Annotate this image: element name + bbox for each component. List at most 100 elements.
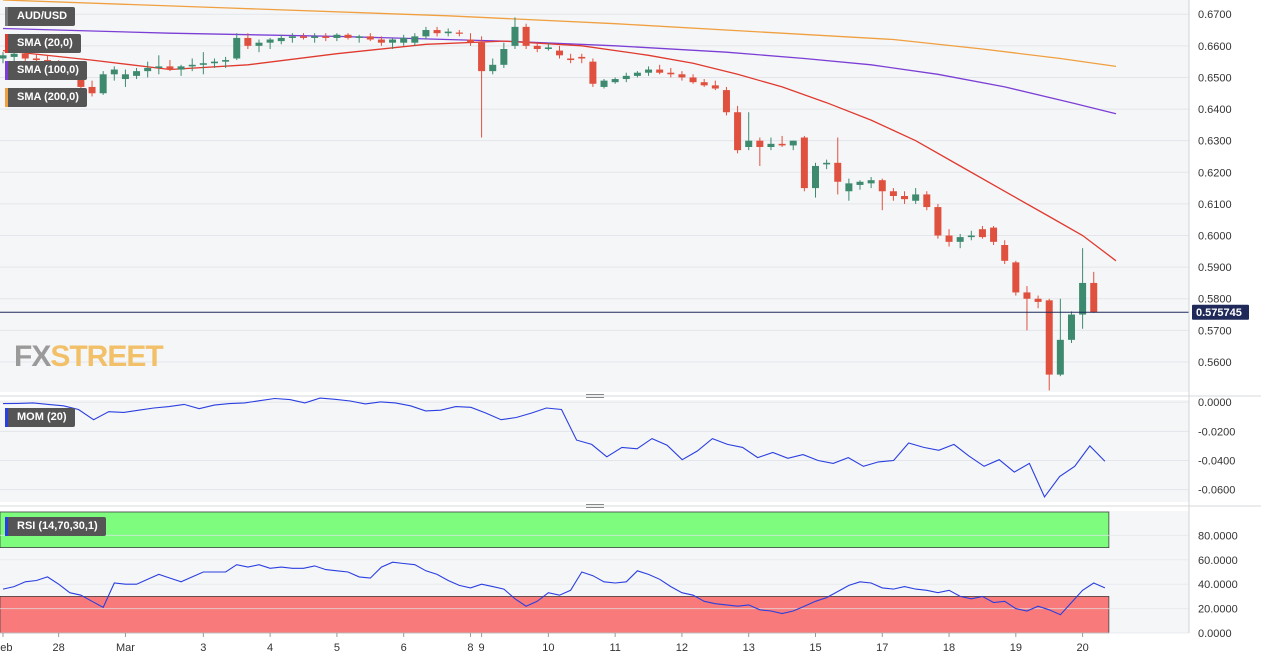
candle-body	[222, 60, 230, 62]
sma100-tag[interactable]: SMA (100,0)	[5, 61, 87, 80]
candle-body	[489, 64, 497, 72]
rsi-tick-label: 40.0000	[1198, 579, 1238, 591]
candle-body	[1023, 292, 1031, 299]
panel-dividers[interactable]	[0, 0, 1261, 633]
sma20-tag[interactable]: SMA (20,0)	[5, 34, 81, 53]
rsi-line	[2, 561, 1106, 616]
date-tick-label: 8	[467, 642, 473, 654]
candle	[266, 37, 274, 49]
logo-street: STREET	[50, 340, 163, 373]
candle-body	[500, 49, 508, 65]
candle	[622, 72, 630, 83]
rsi-tick-label: 80.0000	[1198, 530, 1238, 542]
candle	[845, 178, 853, 201]
candle-body	[366, 36, 374, 40]
candle	[0, 52, 7, 64]
last-price-label: 0.575745	[1196, 307, 1242, 319]
candle	[889, 188, 897, 201]
candle	[322, 33, 330, 42]
candle	[244, 33, 252, 49]
candle-body	[389, 39, 397, 43]
candle-body	[444, 31, 452, 34]
candle-body	[88, 86, 96, 94]
candle	[945, 229, 953, 247]
candle-body	[0, 55, 7, 59]
price-grid	[0, 13, 1189, 363]
candle-body	[956, 237, 964, 242]
candle-body	[333, 34, 341, 38]
candle	[311, 33, 319, 43]
rsi-oversold-zone	[0, 596, 1110, 634]
date-tick-label: 11	[609, 642, 620, 654]
sma20-color-bar	[5, 34, 8, 53]
candle	[99, 71, 107, 95]
sma-20-line	[2, 40, 1117, 262]
rsi-tick-label: 0.0000	[1198, 628, 1232, 640]
price-tick-label: 0.6200	[1198, 167, 1232, 179]
candle-body	[300, 36, 308, 38]
last-price-badge	[1192, 304, 1249, 320]
fxstreet-logo: FXSTREET	[14, 340, 164, 374]
candle-body	[967, 235, 975, 238]
rsi-tag[interactable]: RSI (14,70,30,1)	[5, 517, 106, 536]
price-panel: 0.575745 0.67000.66000.65000.64000.63000…	[0, 0, 1249, 392]
candle-body	[355, 36, 363, 38]
candle	[144, 61, 152, 78]
candle	[778, 135, 786, 147]
candle-body	[700, 82, 708, 86]
candle-body	[155, 66, 163, 68]
candle	[466, 33, 474, 46]
candle	[300, 33, 308, 40]
sma200-tag[interactable]: SMA (200,0)	[5, 88, 87, 107]
candle	[556, 45, 563, 59]
candle-body	[522, 26, 530, 46]
date-tick-label: 10	[542, 642, 554, 654]
candle	[990, 226, 998, 245]
candle	[255, 39, 263, 53]
rsi-grid	[0, 534, 1189, 634]
candle-body	[633, 72, 641, 76]
price-tick-label: 0.6300	[1198, 136, 1232, 148]
mom-tag[interactable]: MOM (20)	[5, 408, 75, 427]
mom-label: MOM (20)	[17, 411, 67, 423]
date-tick-label: Mar	[116, 642, 135, 654]
rsi-overbought-zone	[0, 511, 1110, 548]
candle-body	[867, 180, 875, 184]
candle-body	[199, 63, 207, 65]
candle-body	[1090, 282, 1098, 313]
candle	[589, 58, 597, 87]
price-axis-labels: 0.6700 0.6600 0.6500 0.6400 0.6300 0.6200 0.61…	[1198, 9, 1232, 369]
candle-body	[10, 53, 18, 57]
candle-body	[689, 77, 697, 83]
date-tick-label: Feb	[0, 642, 12, 654]
sma20-label: SMA (20,0)	[17, 37, 73, 49]
candle	[544, 42, 552, 51]
candle-body	[121, 74, 129, 80]
symbol-label: AUD/USD	[17, 10, 68, 22]
candle-body	[800, 137, 808, 189]
symbol-tag[interactable]: AUD/USD	[5, 7, 76, 26]
candle-body	[210, 61, 218, 64]
date-tick-label: 5	[334, 642, 340, 654]
momentum-grid	[0, 401, 1189, 491]
candle	[967, 230, 975, 241]
candle-body	[21, 53, 29, 59]
candle-body	[466, 39, 474, 43]
candle-body	[322, 36, 330, 38]
candle	[722, 86, 730, 116]
price-tick-label: 0.5700	[1198, 325, 1232, 337]
symbol-color-bar	[5, 7, 8, 26]
momentum-tick-label: -0.0600	[1198, 485, 1235, 497]
candle-body	[978, 229, 986, 238]
candle	[645, 66, 653, 76]
candle	[567, 53, 575, 64]
rsi-panel: 80.0000 60.0000 40.0000 20.0000 0.0000	[0, 511, 1238, 640]
candle	[811, 162, 819, 198]
candle-body	[177, 66, 185, 70]
sma-200-path	[2, 0, 1117, 68]
candle	[745, 112, 753, 151]
candle-body	[455, 32, 463, 34]
candle-body	[556, 50, 563, 56]
candle-body	[578, 56, 586, 59]
candle-body	[110, 69, 118, 75]
